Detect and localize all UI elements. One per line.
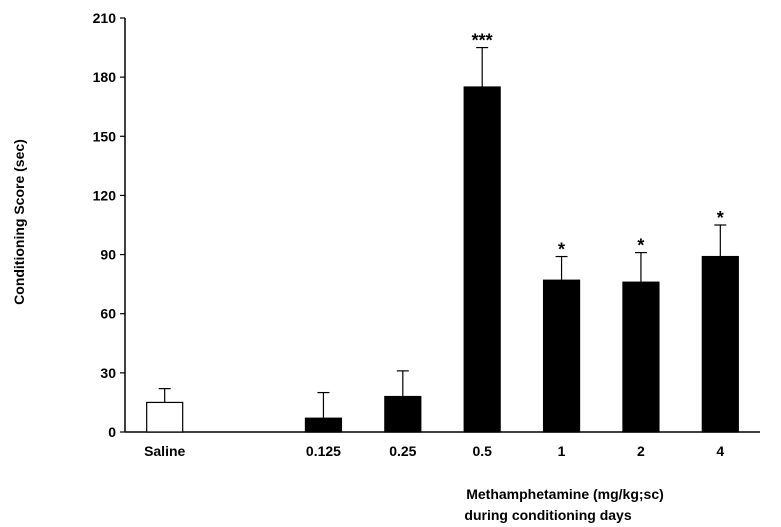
bar <box>384 395 422 433</box>
x-tick-label: Saline <box>144 443 185 459</box>
x-tick-label: 0.125 <box>306 443 341 459</box>
x-tick-label: 0.25 <box>389 443 416 459</box>
bars: **** ** <box>146 31 739 433</box>
y-tick-label: 90 <box>100 247 116 263</box>
axes <box>124 18 760 433</box>
significance-marker: * <box>558 240 565 260</box>
y-axis-title-group: Conditioning Score (sec) <box>11 139 27 305</box>
y-tick-label: 0 <box>108 424 116 440</box>
bar <box>542 279 581 433</box>
x-tick-label: 0.5 <box>472 443 492 459</box>
x-axis-title-line-2: during conditioning days <box>464 507 631 523</box>
x-tick-label: 1 <box>558 443 566 459</box>
x-ticks: Saline 0.125 0.25 0.5 1 2 4 <box>144 443 724 459</box>
y-tick-label: 60 <box>100 306 116 322</box>
bar <box>701 255 739 433</box>
significance-marker: * <box>637 236 644 256</box>
bar <box>622 281 660 433</box>
bar <box>463 86 501 433</box>
y-tick-label: 30 <box>100 365 116 381</box>
y-tick-label: 120 <box>93 187 117 203</box>
y-tick-label: 150 <box>93 128 117 144</box>
significance-marker: * <box>717 208 724 228</box>
bar <box>304 417 343 433</box>
x-tick-label: 4 <box>716 443 724 459</box>
y-ticks: 0 30 60 90 120 150 180 210 <box>93 10 125 440</box>
x-tick-label: 2 <box>637 443 645 459</box>
significance-marker: *** <box>472 31 493 51</box>
y-axis-title: Conditioning Score (sec) <box>11 139 27 305</box>
y-tick-label: 180 <box>93 69 117 85</box>
y-tick-label: 210 <box>93 10 117 26</box>
bar <box>146 401 184 433</box>
x-axis-title-line-1: Methamphetamine (mg/kg;sc) <box>466 486 664 502</box>
